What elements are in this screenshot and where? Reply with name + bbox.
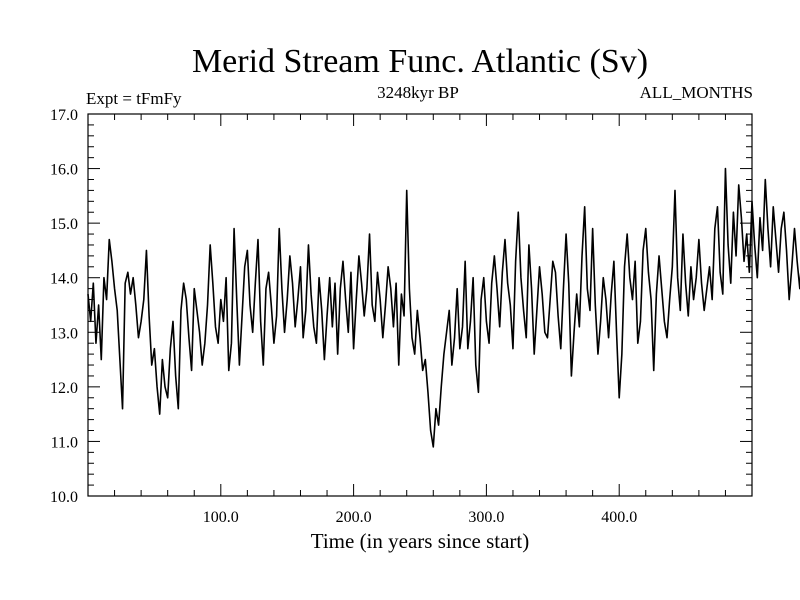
experiment-label: Expt = tFmFy	[86, 89, 182, 108]
x-tick-label: 100.0	[203, 509, 239, 526]
y-tick-label: 16.0	[50, 162, 78, 179]
x-axis-label: Time (in years since start)	[311, 529, 530, 553]
x-tick-label: 300.0	[468, 509, 504, 526]
period-label: 3248kyr BP	[377, 83, 459, 102]
y-tick-label: 17.0	[50, 107, 78, 124]
y-tick-label: 12.0	[50, 380, 78, 397]
y-tick-label: 11.0	[51, 434, 78, 451]
months-label: ALL_MONTHS	[640, 83, 753, 102]
plot-frame	[87, 113, 753, 497]
x-tick-labels: 100.0 200.0 300.0 400.0	[203, 509, 637, 526]
x-tick-label: 400.0	[601, 509, 637, 526]
y-tick-labels: 10.0 11.0 12.0 13.0 14.0 15.0 16.0 17.0	[50, 107, 78, 506]
y-tick-label: 13.0	[50, 325, 78, 342]
series-line	[87, 167, 800, 448]
x-tick-label: 200.0	[336, 509, 372, 526]
y-tick-label: 15.0	[50, 216, 78, 233]
chart-title: Merid Stream Func. Atlantic (Sv)	[192, 43, 648, 80]
y-tick-label: 10.0	[50, 489, 78, 506]
y-tick-label: 14.0	[50, 271, 78, 288]
